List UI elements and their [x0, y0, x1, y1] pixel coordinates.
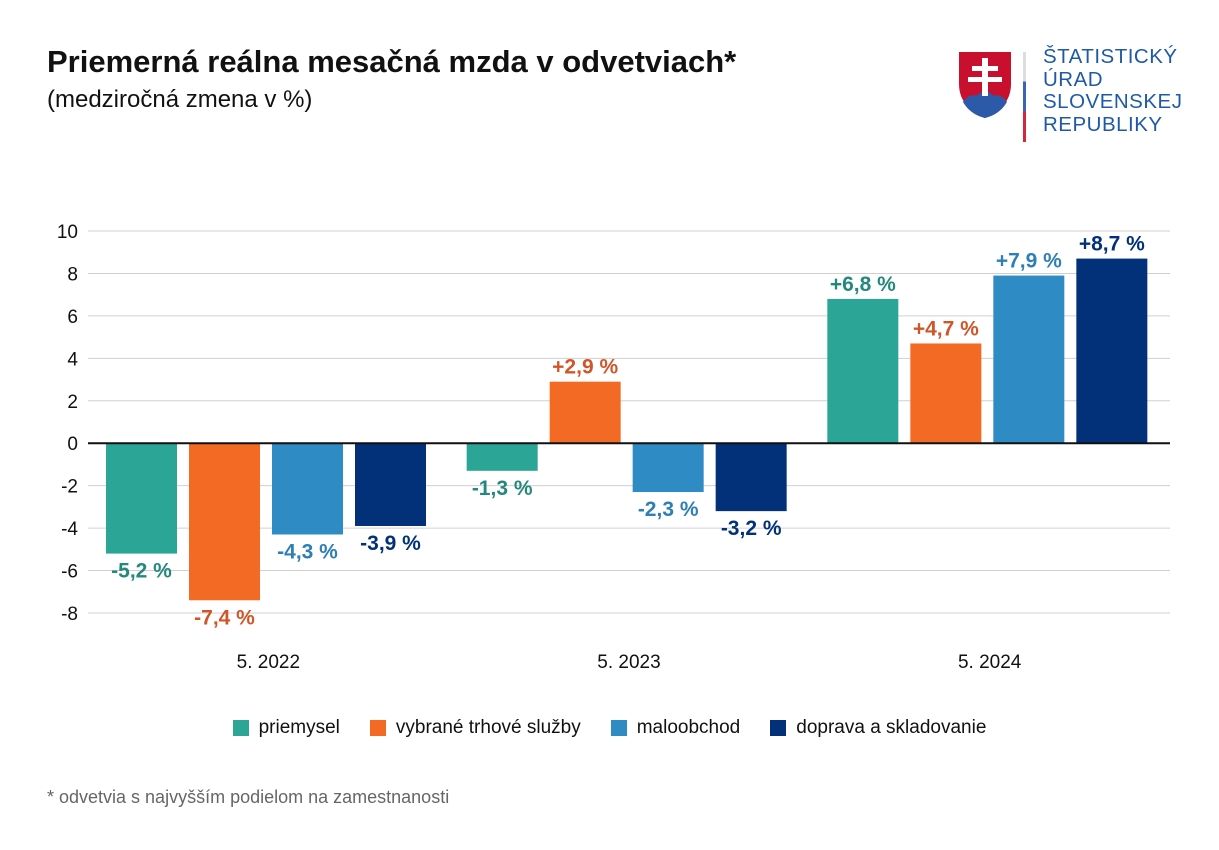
legend-item: vybrané trhové služby — [369, 717, 581, 739]
y-tick-label: 8 — [67, 264, 78, 285]
data-label: -1,3 % — [472, 477, 533, 500]
y-tick-label: -6 — [61, 562, 78, 583]
legend-label: priemysel — [258, 717, 340, 738]
logo-divider — [1023, 52, 1026, 142]
bar-chart: 10 8 6 4 2 0 -2 -4 -6 -8 5. 2022 -5,2 % -7,4 % -4,3 %… — [57, 222, 1170, 673]
y-tick-label: 6 — [67, 307, 78, 328]
data-label: +8,7 % — [1079, 233, 1145, 256]
bar — [355, 443, 426, 526]
data-label: -2,3 % — [638, 498, 699, 521]
y-tick-label: -2 — [61, 477, 78, 498]
legend-item: doprava a skladovanie — [770, 717, 986, 739]
legend-label: maloobchod — [636, 717, 741, 738]
bar — [827, 298, 899, 444]
x-tick-label: 5. 2023 — [597, 652, 660, 673]
data-label: -4,3 % — [277, 540, 338, 563]
logo-line: REPUBLIKY — [1043, 112, 1163, 136]
bar — [549, 381, 621, 444]
y-tick-label: 0 — [67, 434, 78, 455]
bar — [910, 343, 982, 444]
bar — [189, 443, 260, 601]
legend-label: vybrané trhové služby — [395, 717, 581, 738]
logo-line: ÚRAD — [1043, 67, 1104, 91]
coat-of-arms-icon — [959, 52, 1011, 118]
data-label: -7,4 % — [194, 606, 255, 629]
y-tick-label: 2 — [67, 392, 78, 413]
legend-item: maloobchod — [610, 717, 741, 739]
susr-logo: ŠTATISTICKÝ ÚRAD SLOVENSKEJ REPUBLIKY — [955, 45, 1185, 146]
bar — [993, 275, 1065, 444]
legend-swatch — [610, 720, 627, 736]
y-tick-label: -4 — [61, 519, 78, 540]
logo-line: ŠTATISTICKÝ — [1043, 45, 1178, 68]
x-tick-label: 5. 2024 — [958, 652, 1022, 673]
legend: priemysel vybrané trhové služby maloobchod… — [0, 717, 1219, 739]
chart-title: Priemerná reálna mesačná mzda v odvetvia… — [47, 44, 737, 79]
y-tick-label: 4 — [67, 349, 78, 370]
bar — [715, 443, 787, 512]
y-tick-label: -8 — [61, 604, 78, 625]
bar — [1076, 258, 1148, 444]
data-label: +7,9 % — [996, 250, 1062, 273]
x-tick-label: 5. 2022 — [237, 652, 300, 673]
legend-label: doprava a skladovanie — [796, 717, 987, 738]
legend-swatch — [232, 720, 249, 736]
data-label: -5,2 % — [111, 560, 172, 583]
y-tick-label: 10 — [57, 222, 78, 243]
legend-swatch — [369, 720, 386, 736]
logo-line: SLOVENSKEJ — [1043, 90, 1183, 113]
data-label: +4,7 % — [913, 317, 979, 340]
data-label: -3,9 % — [360, 532, 421, 555]
legend-item: priemysel — [232, 717, 340, 739]
data-label: +2,9 % — [552, 356, 618, 379]
bar — [106, 443, 177, 554]
bar — [632, 443, 704, 493]
logo-text: ŠTATISTICKÝ ÚRAD SLOVENSKEJ REPUBLIKY — [1043, 45, 1183, 136]
data-label: +6,8 % — [830, 273, 896, 296]
footnote: * odvetvia s najvyšším podielom na zames… — [47, 787, 450, 807]
bar — [272, 443, 343, 535]
data-label: -3,2 % — [721, 517, 782, 540]
legend-swatch — [770, 720, 787, 736]
chart-subtitle: (medziročná zmena v %) — [47, 86, 313, 113]
bar — [466, 443, 538, 471]
